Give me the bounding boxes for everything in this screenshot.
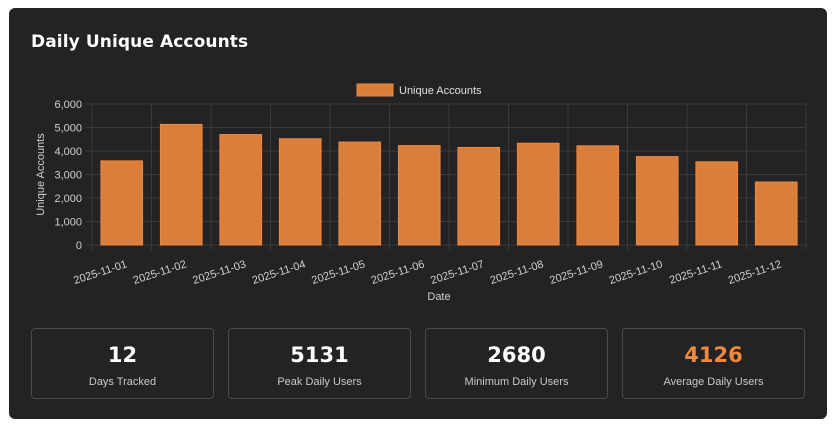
x-tick-label: 2025-11-07	[429, 258, 485, 287]
x-tick-label: 2025-11-01	[72, 258, 128, 287]
y-tick-label: 3,000	[54, 170, 82, 182]
x-tick-label: 2025-11-08	[489, 258, 545, 287]
bar[interactable]	[754, 181, 798, 246]
bar[interactable]	[635, 156, 679, 246]
stat-value: 2680	[487, 343, 546, 367]
bar[interactable]	[516, 142, 560, 246]
bar[interactable]	[278, 138, 322, 246]
chart-card: Daily Unique Accounts 0 1,000 2,000 3,000 4,…	[9, 8, 827, 419]
stat-peak-daily-users: 5131 Peak Daily Users	[228, 328, 411, 399]
bar[interactable]	[397, 145, 441, 246]
bars-layer	[100, 123, 798, 246]
stats-row: 12 Days Tracked 5131 Peak Daily Users 26…	[31, 328, 805, 399]
bar[interactable]	[457, 146, 501, 246]
y-tick-label: 2,000	[54, 193, 82, 205]
x-axis-title: Date	[427, 291, 450, 303]
bar[interactable]	[695, 161, 739, 246]
bar[interactable]	[219, 134, 263, 246]
y-axis-title: Unique Accounts	[35, 133, 47, 216]
stat-value: 5131	[290, 343, 349, 367]
y-tick-label: 5,000	[54, 123, 82, 135]
stat-minimum-daily-users: 2680 Minimum Daily Users	[425, 328, 608, 399]
legend-swatch[interactable]	[356, 83, 394, 97]
bar[interactable]	[159, 123, 203, 246]
x-tick-label: 2025-11-04	[251, 258, 307, 287]
y-tick-label: 6,000	[54, 99, 82, 111]
y-tick-label: 1,000	[54, 217, 82, 229]
x-tick-label: 2025-11-09	[548, 258, 604, 287]
x-tick-label: 2025-11-11	[668, 258, 724, 286]
stat-label: Average Daily Users	[663, 376, 764, 388]
stat-label: Days Tracked	[88, 376, 157, 388]
x-tick-label: 2025-11-12	[727, 258, 783, 287]
x-tick-label: 2025-11-03	[191, 258, 247, 287]
legend[interactable]: Unique Accounts	[356, 83, 482, 97]
legend-label[interactable]: Unique Accounts	[399, 85, 482, 97]
stat-days-tracked: 12 Days Tracked	[31, 328, 214, 399]
bar[interactable]	[576, 145, 620, 246]
stat-value: 4126	[684, 343, 743, 367]
stat-label: Minimum Daily Users	[464, 376, 569, 388]
bar[interactable]	[100, 160, 144, 246]
x-tick-label: 2025-11-10	[608, 258, 664, 287]
stat-value: 12	[107, 343, 138, 367]
bar-chart: 0 1,000 2,000 3,000 4,000 5,000 6,000 2025-11-0…	[35, 83, 807, 303]
grid-layer	[86, 103, 807, 250]
x-tick-label: 2025-11-02	[132, 258, 188, 287]
stat-label: Peak Daily Users	[277, 376, 362, 388]
x-tick-label: 2025-11-05	[310, 258, 366, 287]
x-tick-label: 2025-11-06	[370, 258, 426, 287]
card-title: Daily Unique Accounts	[31, 32, 249, 52]
y-tick-label: 0	[76, 240, 82, 252]
stat-average-daily-users: 4126 Average Daily Users	[622, 328, 805, 399]
bar[interactable]	[338, 141, 382, 246]
y-tick-label: 4,000	[54, 146, 82, 158]
